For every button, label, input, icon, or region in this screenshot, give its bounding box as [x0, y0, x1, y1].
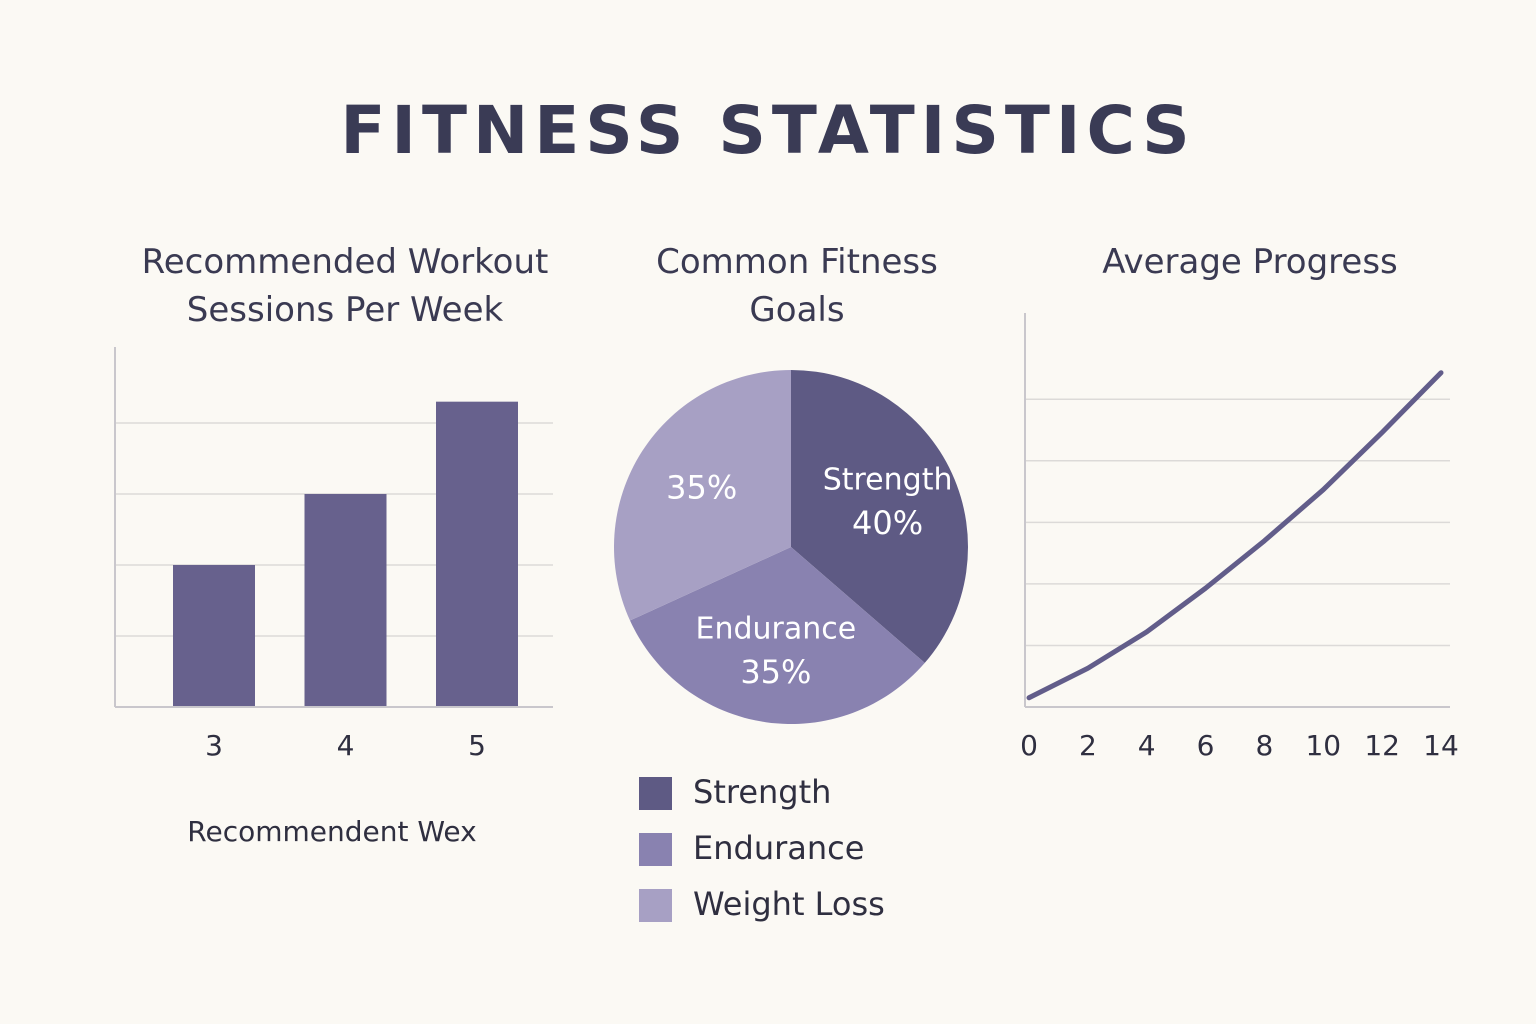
x-tick-label: 2: [1079, 729, 1097, 762]
legend-swatch: [639, 833, 672, 866]
legend-label: Weight Loss: [693, 885, 885, 923]
pie-slice: [614, 370, 791, 621]
x-tick-label: 10: [1305, 729, 1341, 762]
line-chart-title: Average Progress: [1102, 242, 1398, 282]
page-title: FITNESS STATISTICS: [340, 92, 1196, 169]
slice-name: Strength: [823, 462, 953, 497]
x-tick-label: 6: [1197, 729, 1215, 762]
pie-slice: [791, 370, 969, 663]
bar: [304, 493, 387, 707]
slice-label: 35%: [740, 653, 811, 691]
x-tick-label: 5: [468, 729, 486, 762]
progress-line: [1026, 370, 1444, 701]
x-tick-label: 0: [1020, 729, 1038, 762]
x-tick-label: 12: [1364, 729, 1400, 762]
slice-label: 35%: [666, 469, 737, 507]
x-tick-label: 4: [337, 729, 355, 762]
legend-swatch: [639, 889, 672, 922]
bar: [173, 564, 255, 707]
slice-name: Endurance: [696, 612, 857, 647]
bar-chart-title: Recommended Workout Sessions Per Week: [141, 242, 549, 330]
pie-slice: [629, 547, 925, 724]
x-axis-label: Recommendent Wex: [187, 815, 476, 848]
x-tick-label: 14: [1423, 729, 1459, 762]
bar: [436, 401, 518, 707]
legend-swatch: [639, 777, 672, 810]
x-tick-label: 3: [205, 729, 223, 762]
pie-chart-title: Common Fitness Goals: [656, 242, 938, 330]
x-tick-label: 8: [1256, 729, 1274, 762]
slice-label: 40%: [852, 504, 923, 542]
x-tick-label: 4: [1138, 729, 1156, 762]
legend-label: Strength: [693, 773, 831, 811]
legend-label: Endurance: [693, 829, 864, 867]
